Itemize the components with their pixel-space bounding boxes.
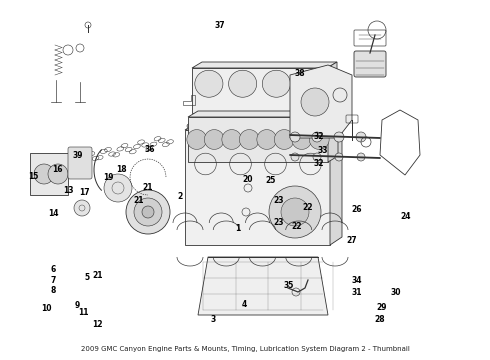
Circle shape (74, 200, 90, 216)
Circle shape (222, 130, 242, 149)
Text: 29: 29 (376, 303, 387, 312)
Polygon shape (192, 62, 337, 68)
Circle shape (301, 88, 329, 116)
Text: 23: 23 (273, 197, 284, 206)
Polygon shape (192, 68, 327, 113)
Polygon shape (188, 111, 338, 117)
Text: 27: 27 (346, 236, 357, 245)
Polygon shape (328, 111, 338, 162)
Polygon shape (185, 130, 330, 245)
Circle shape (292, 130, 312, 149)
Ellipse shape (296, 121, 328, 131)
Polygon shape (330, 122, 342, 245)
Text: 37: 37 (214, 22, 225, 31)
Text: 7: 7 (50, 276, 55, 285)
Circle shape (142, 206, 154, 218)
Polygon shape (198, 257, 328, 315)
Text: 25: 25 (265, 176, 276, 185)
Circle shape (357, 153, 365, 161)
Text: 17: 17 (79, 188, 90, 197)
Ellipse shape (195, 70, 223, 97)
Text: 21: 21 (143, 183, 153, 192)
Text: 18: 18 (116, 166, 127, 175)
Circle shape (313, 153, 321, 161)
Polygon shape (188, 117, 328, 162)
Circle shape (309, 130, 329, 149)
Text: 13: 13 (63, 186, 74, 195)
Circle shape (126, 190, 170, 234)
Ellipse shape (296, 70, 324, 97)
Text: 24: 24 (400, 212, 411, 221)
Text: 6: 6 (50, 265, 55, 274)
Circle shape (134, 198, 162, 226)
Circle shape (239, 130, 259, 149)
Text: 22: 22 (291, 222, 302, 231)
Text: 10: 10 (41, 305, 52, 313)
Text: 3: 3 (211, 315, 216, 324)
Circle shape (104, 174, 132, 202)
Text: 28: 28 (374, 315, 385, 324)
Text: 21: 21 (93, 271, 103, 280)
Text: 35: 35 (284, 281, 294, 290)
Text: 34: 34 (351, 276, 362, 285)
Text: 22: 22 (302, 202, 313, 211)
Text: 16: 16 (52, 165, 63, 174)
Text: 39: 39 (72, 151, 83, 160)
Text: 38: 38 (294, 69, 305, 78)
FancyBboxPatch shape (68, 147, 92, 179)
Text: 30: 30 (391, 288, 401, 297)
Ellipse shape (260, 121, 292, 131)
Text: 36: 36 (144, 145, 155, 154)
Polygon shape (30, 153, 68, 195)
Circle shape (281, 198, 309, 226)
Text: 31: 31 (351, 288, 362, 297)
Text: 9: 9 (75, 302, 80, 310)
Text: 32: 32 (313, 132, 324, 141)
Circle shape (356, 132, 366, 142)
Text: 8: 8 (50, 287, 55, 296)
Circle shape (334, 132, 344, 142)
Circle shape (257, 130, 277, 149)
Text: 19: 19 (103, 173, 114, 182)
Circle shape (312, 132, 322, 142)
Text: 21: 21 (133, 197, 144, 206)
Text: 2009 GMC Canyon Engine Parts & Mounts, Timing, Lubrication System Diagram 2 - Th: 2009 GMC Canyon Engine Parts & Mounts, T… (80, 346, 410, 352)
Circle shape (274, 130, 294, 149)
Circle shape (290, 132, 300, 142)
Text: 11: 11 (78, 308, 89, 317)
Text: 2: 2 (178, 192, 183, 201)
Text: 32: 32 (313, 159, 324, 168)
Polygon shape (185, 122, 342, 130)
Circle shape (187, 130, 207, 149)
FancyBboxPatch shape (354, 51, 386, 77)
Circle shape (204, 130, 224, 149)
Text: 15: 15 (28, 172, 39, 181)
Circle shape (269, 186, 321, 238)
Circle shape (48, 164, 68, 184)
Text: 1: 1 (235, 224, 240, 233)
Ellipse shape (223, 121, 255, 131)
Text: 26: 26 (351, 205, 362, 214)
Text: 20: 20 (242, 175, 253, 184)
Text: 4: 4 (242, 300, 246, 309)
Ellipse shape (228, 70, 257, 97)
Text: 12: 12 (92, 320, 102, 329)
Text: 14: 14 (48, 209, 58, 217)
Polygon shape (327, 62, 337, 113)
Text: 23: 23 (273, 218, 284, 227)
Circle shape (335, 153, 343, 161)
Text: 5: 5 (85, 274, 90, 282)
Polygon shape (290, 65, 352, 138)
Ellipse shape (187, 121, 219, 131)
Ellipse shape (262, 70, 291, 97)
Text: 33: 33 (317, 146, 328, 155)
Circle shape (291, 153, 299, 161)
Circle shape (34, 164, 54, 184)
